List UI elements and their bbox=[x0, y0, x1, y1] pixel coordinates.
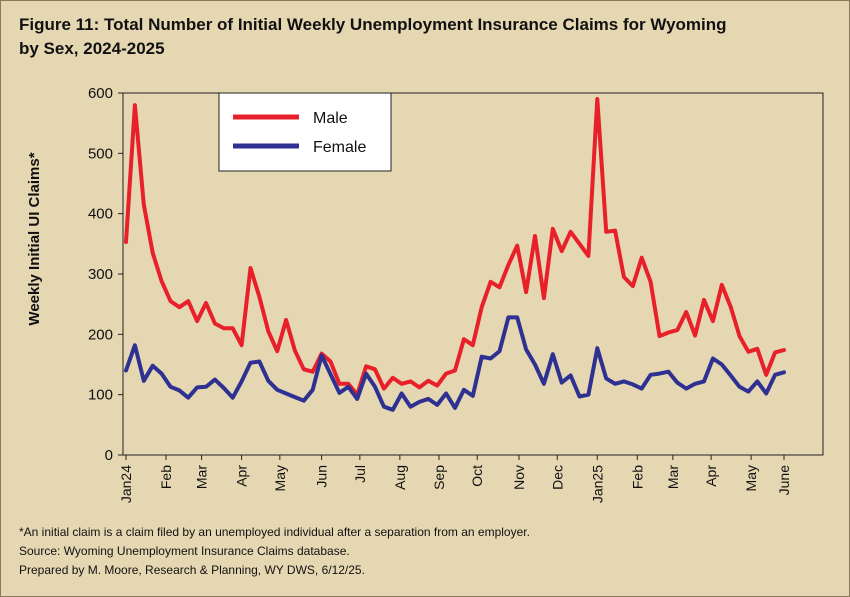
x-tick-label: Jan24 bbox=[118, 465, 134, 503]
x-tick-label: Oct bbox=[469, 465, 485, 487]
series-line-male bbox=[124, 97, 786, 397]
footnote-prepared-by: Prepared by M. Moore, Research & Plannin… bbox=[19, 563, 365, 577]
line-chart: 0 100 200 300 400 500 600 Jan24 Feb Mar Apr May Jun… bbox=[26, 85, 824, 503]
x-tick-label: Jun bbox=[314, 465, 330, 488]
y-tick-label: 100 bbox=[88, 387, 113, 404]
footnote-source: Source: Wyoming Unemployment Insurance C… bbox=[19, 544, 350, 558]
y-axis-label: Weekly Initial UI Claims* bbox=[26, 152, 43, 325]
y-tick-label: 600 bbox=[88, 85, 113, 102]
x-tick-label: Jan25 bbox=[589, 465, 605, 503]
x-tick-label: Mar bbox=[665, 465, 681, 489]
x-tick-label: May bbox=[743, 465, 759, 491]
x-tick-label: Mar bbox=[194, 465, 210, 489]
y-tick-label: 400 bbox=[88, 206, 113, 223]
x-tick-label: Aug bbox=[392, 465, 408, 490]
legend-female-label: Female bbox=[313, 139, 366, 156]
y-tick-label: 0 bbox=[105, 447, 113, 464]
series-line-female bbox=[124, 315, 786, 412]
y-tick-label: 500 bbox=[88, 145, 113, 162]
x-tick-label: Jul bbox=[352, 465, 368, 483]
y-axis: 0 100 200 300 400 500 600 bbox=[88, 85, 123, 464]
series-layer bbox=[124, 97, 786, 412]
legend: Male Female bbox=[218, 92, 392, 172]
legend-male-label: Male bbox=[313, 110, 348, 127]
x-tick-label: Apr bbox=[234, 465, 250, 487]
x-tick-label: Apr bbox=[703, 465, 719, 487]
x-tick-label: Feb bbox=[629, 465, 645, 489]
y-tick-label: 200 bbox=[88, 326, 113, 343]
x-tick-label: Nov bbox=[511, 465, 527, 490]
chart-title-line1: Figure 11: Total Number of Initial Weekl… bbox=[19, 15, 727, 34]
x-tick-label: May bbox=[272, 465, 288, 491]
y-tick-label: 300 bbox=[88, 266, 113, 283]
x-tick-label: June bbox=[776, 465, 792, 496]
x-axis: Jan24 Feb Mar Apr May Jun Jul Aug Sep Oct Nov Dec Ja… bbox=[118, 455, 792, 503]
chart-title-line2: by Sex, 2024-2025 bbox=[19, 39, 165, 58]
legend-box bbox=[218, 92, 392, 172]
x-tick-label: Dec bbox=[549, 465, 565, 490]
x-tick-label: Feb bbox=[158, 465, 174, 489]
x-tick-label: Sep bbox=[431, 465, 447, 490]
footnote-definition: *An initial claim is a claim filed by an… bbox=[19, 525, 530, 539]
chart-title: Figure 11: Total Number of Initial Weekl… bbox=[19, 13, 799, 61]
